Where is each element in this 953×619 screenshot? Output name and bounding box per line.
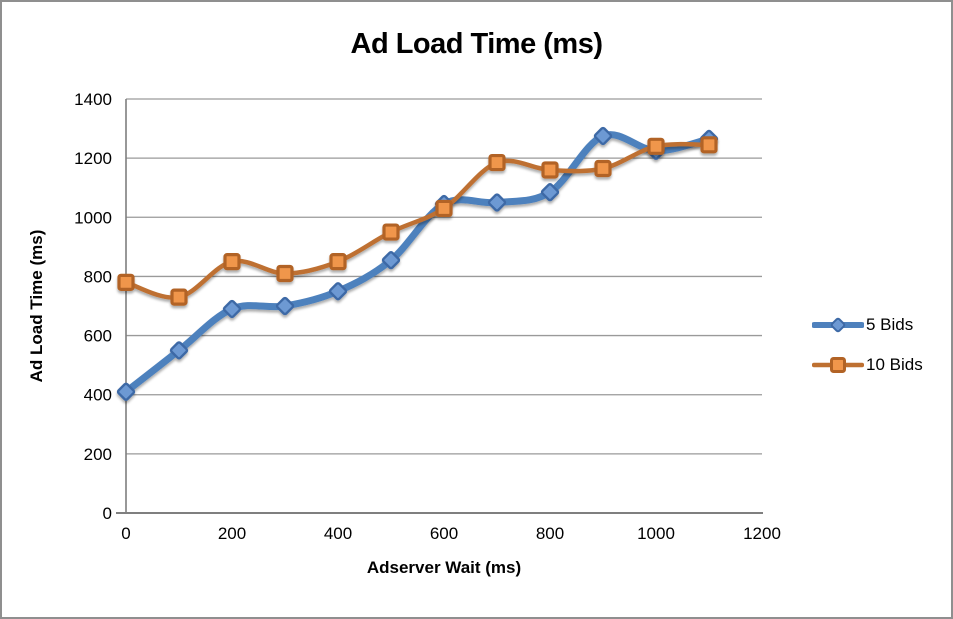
data-point-square <box>594 159 612 178</box>
legend-diamond-marker-icon <box>812 317 864 333</box>
data-point-square <box>488 153 506 172</box>
data-point-square <box>117 273 135 291</box>
chart-title: Ad Load Time (ms) <box>350 28 604 60</box>
x-tick-label: 200 <box>218 524 246 543</box>
y-axis-title: Ad Load Time (ms) <box>27 230 46 383</box>
data-point-square <box>647 137 665 155</box>
data-point-square <box>541 161 559 179</box>
x-tick-label: 800 <box>536 524 564 543</box>
data-point-diamond <box>540 183 560 202</box>
y-tick-label: 1200 <box>74 149 112 168</box>
x-tick-label: 600 <box>430 524 458 543</box>
data-point-diamond <box>328 282 348 301</box>
data-point-diamond <box>116 382 136 401</box>
y-tick-label: 400 <box>84 386 112 405</box>
data-point-diamond <box>381 251 401 270</box>
y-tick-label: 200 <box>84 445 112 464</box>
data-point-diamond <box>275 296 295 316</box>
data-point-square <box>329 253 347 271</box>
series-10-bids <box>117 136 718 306</box>
y-tick-label: 600 <box>84 327 112 346</box>
data-point-diamond <box>169 341 189 360</box>
series-line <box>122 131 713 396</box>
x-tick-label: 1000 <box>637 524 675 543</box>
data-point-square <box>700 136 718 154</box>
y-tick-label: 1400 <box>74 90 112 109</box>
y-tick-label: 0 <box>103 504 112 523</box>
legend-item-5-bids: 5 Bids <box>812 312 923 338</box>
data-point-square <box>435 199 453 218</box>
legend-item-10-bids: 10 Bids <box>812 352 923 378</box>
x-tick-label: 0 <box>121 524 130 543</box>
series-5-bids <box>116 126 719 401</box>
data-point-diamond <box>593 126 613 146</box>
x-tick-label: 1200 <box>743 524 781 543</box>
data-point-square <box>223 253 241 271</box>
data-point-diamond <box>487 193 507 212</box>
y-tick-label: 800 <box>84 267 112 286</box>
data-point-square <box>382 223 400 241</box>
x-axis-title: Adserver Wait (ms) <box>367 558 521 577</box>
data-point-square <box>170 288 188 306</box>
legend: 5 Bids 10 Bids <box>812 312 923 378</box>
legend-label: 10 Bids <box>866 355 923 374</box>
legend-label: 5 Bids <box>866 315 914 334</box>
y-tick-label: 1000 <box>74 208 112 227</box>
data-point-diamond <box>222 299 242 319</box>
x-tick-label: 400 <box>324 524 352 543</box>
series-line <box>123 141 712 300</box>
legend-square-marker-icon <box>812 357 864 373</box>
data-point-square <box>276 264 294 283</box>
